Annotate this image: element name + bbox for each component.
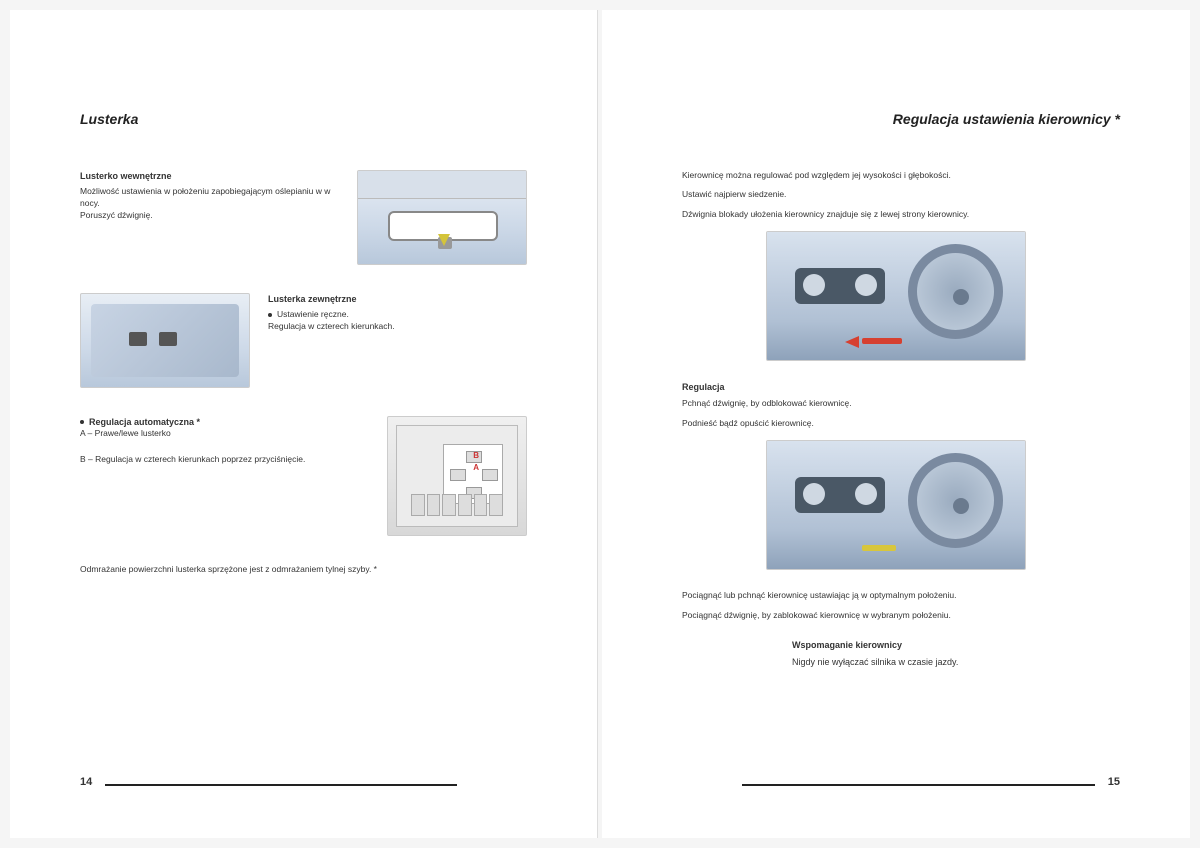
page-14: Lusterka Lusterko wewnętrzne Możliwość u… (10, 10, 598, 838)
page-title-right: Regulacja ustawienia kierownicy * (672, 110, 1120, 130)
illustration-steering-1 (766, 231, 1026, 361)
line-a: A – Prawe/lewe lusterko (80, 428, 369, 440)
label-b: B (473, 450, 479, 461)
line: Poruszyć dźwignię. (80, 210, 339, 222)
warn-head: Wspomaganie kierownicy (792, 639, 1110, 652)
text-exterior-mirror: Lusterka zewnętrzne Ustawienie ręczne. R… (268, 293, 527, 333)
page-spread: Lusterka Lusterko wewnętrzne Możliwość u… (10, 10, 1190, 838)
warning-block: Wspomaganie kierownicy Nigdy nie wyłącza… (792, 639, 1110, 668)
section-auto-adjust: Regulacja automatyczna * A – Prawe/lewe … (80, 416, 527, 536)
intro-2: Ustawić najpierw siedzenie. (682, 189, 1110, 201)
text-auto-adjust: Regulacja automatyczna * A – Prawe/lewe … (80, 416, 369, 467)
subhead-regulacja: Regulacja (682, 381, 1110, 394)
subhead-exterior: Lusterka zewnętrzne (268, 293, 527, 306)
subhead-interior: Lusterko wewnętrzne (80, 170, 339, 183)
intro-3: Dźwignia blokady ułożenia kierownicy zna… (682, 209, 1110, 221)
subhead-auto: Regulacja automatyczna * (89, 417, 200, 427)
page-rule (742, 784, 1095, 786)
warn-body: Nigdy nie wyłączać silnika w czasie jazd… (792, 656, 1110, 669)
line: Możliwość ustawienia w położeniu zapobie… (80, 186, 339, 210)
line: Regulacja w czterech kierunkach. (268, 321, 527, 333)
out-2: Pociągnąć dźwignię, by zablokować kierow… (682, 610, 1110, 622)
text-interior-mirror: Lusterko wewnętrzne Możliwość ustawienia… (80, 170, 339, 222)
label-a: A (473, 462, 479, 473)
illustration-door-mirror (80, 293, 250, 388)
page-title-left: Lusterka (80, 110, 527, 130)
line: Ustawienie ręczne. (268, 309, 527, 321)
section-exterior-mirror: Lusterka zewnętrzne Ustawienie ręczne. R… (80, 293, 527, 388)
out-1: Pociągnąć lub pchnąć kierownicę ustawiaj… (682, 590, 1110, 602)
page-15: Regulacja ustawienia kierownicy * Kierow… (602, 10, 1190, 838)
illustration-console: B A (387, 416, 527, 536)
section-interior-mirror: Lusterko wewnętrzne Możliwość ustawienia… (80, 170, 527, 265)
bullet-text: Ustawienie ręczne. (277, 309, 349, 319)
page-rule (105, 784, 457, 786)
intro-1: Kierownicę można regulować pod względem … (682, 170, 1110, 182)
footnote-defrost: Odmrażanie powierzchni lusterka sprzężon… (80, 564, 527, 576)
page-number-14: 14 (80, 775, 92, 790)
illustration-rear-mirror (357, 170, 527, 265)
reg-1: Pchnąć dźwignię, by odblokować kierownic… (682, 398, 1110, 410)
illustration-steering-2 (766, 440, 1026, 570)
reg-2: Podnieść bądź opuścić kierownicę. (682, 418, 1110, 430)
right-body: Kierownicę można regulować pod względem … (672, 170, 1120, 669)
line-b: B – Regulacja w czterech kierunkach popr… (80, 454, 369, 466)
page-number-15: 15 (1108, 775, 1120, 790)
line: Regulacja automatyczna * (80, 416, 369, 429)
